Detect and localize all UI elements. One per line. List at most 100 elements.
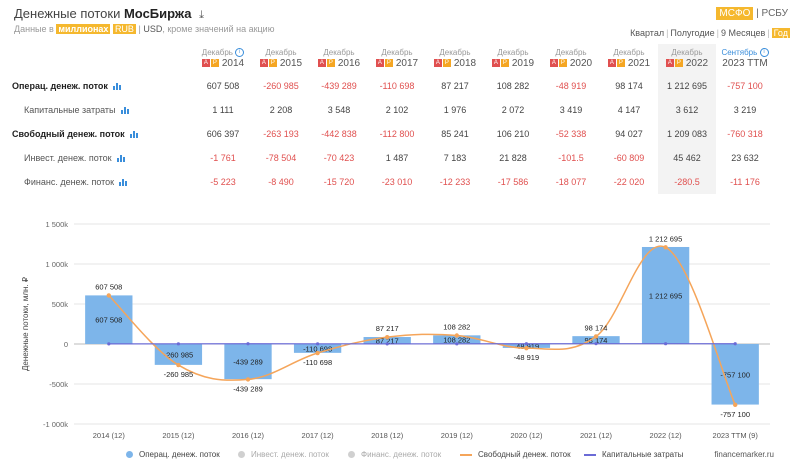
- legend-item[interactable]: Финанс. денеж. поток: [348, 450, 441, 459]
- bar-data-label: -757 100: [720, 370, 750, 379]
- currency-rub[interactable]: RUB: [112, 24, 136, 34]
- column-header[interactable]: Декабрь i A P 2014: [194, 44, 252, 74]
- column-header[interactable]: Декабрь A P 2021: [600, 44, 658, 74]
- x-tick-label: 2021 (12): [580, 431, 613, 440]
- fcf-point: [524, 345, 529, 351]
- currency-separator: |: [138, 24, 141, 34]
- presentation-icon[interactable]: P: [268, 59, 277, 68]
- legend-item[interactable]: Инвест. денеж. поток: [238, 450, 329, 459]
- report-icon[interactable]: A: [201, 59, 210, 68]
- x-tick-label: 2017 (12): [302, 431, 335, 440]
- period-separator: |: [716, 28, 719, 38]
- legend-item[interactable]: Капитальные затраты: [584, 450, 683, 459]
- presentation-icon[interactable]: P: [442, 59, 451, 68]
- legend-label: Свободный денеж. поток: [478, 450, 571, 459]
- column-header[interactable]: Декабрь A P 2019: [484, 44, 542, 74]
- row-label-text: Инвест. денеж. поток: [24, 153, 112, 163]
- fcf-data-label: 87 217: [376, 324, 399, 333]
- report-icon[interactable]: A: [549, 59, 558, 68]
- period-half-year[interactable]: Полугодие: [670, 28, 715, 38]
- legend-item[interactable]: Операц. денеж. поток: [126, 450, 220, 459]
- table-cell: 85 241: [441, 129, 469, 139]
- column-header[interactable]: Декабрь A P 2016: [310, 44, 368, 74]
- legend-label: Капитальные затраты: [602, 450, 684, 459]
- presentation-icon[interactable]: P: [210, 59, 219, 68]
- fcf-point: [663, 245, 668, 250]
- row-label[interactable]: Операц. денеж. поток: [12, 74, 194, 98]
- x-tick-label: 2019 (12): [441, 431, 474, 440]
- presentation-icon[interactable]: P: [500, 59, 509, 68]
- standard-switch: МСФО | РСБУ: [716, 7, 788, 20]
- report-icon[interactable]: A: [375, 59, 384, 68]
- bar-chart-icon[interactable]: [120, 107, 129, 115]
- table-cell: -280.5: [658, 170, 716, 194]
- column-header[interactable]: Декабрь A P 2017: [368, 44, 426, 74]
- table-cell: 1 209 083: [658, 122, 716, 146]
- unit-selector[interactable]: миллионах: [56, 24, 111, 34]
- report-icon[interactable]: A: [665, 59, 674, 68]
- table-cell: 108 282: [496, 81, 530, 91]
- brand-label: financemarker.ru: [714, 450, 774, 459]
- row-label-text: Капитальные затраты: [24, 105, 116, 115]
- column-header[interactable]: Декабрь A P 2018: [426, 44, 484, 74]
- fcf-data-label: -757 100: [720, 410, 750, 419]
- currency-usd[interactable]: USD: [143, 24, 163, 34]
- column-header[interactable]: Декабрь A P 2020: [542, 44, 600, 74]
- column-header[interactable]: Декабрь A P 2015: [252, 44, 310, 74]
- period-9-months[interactable]: 9 Месяцев: [720, 28, 766, 38]
- table-cell: 1 111: [212, 105, 234, 115]
- presentation-icon[interactable]: P: [384, 59, 393, 68]
- table-cell: 1 212 695: [658, 74, 716, 98]
- fcf-data-label: 98 174: [585, 323, 608, 332]
- report-icon[interactable]: A: [607, 59, 616, 68]
- capex-point: [107, 342, 111, 346]
- capex-point: [664, 342, 668, 346]
- bar-data-label: -439 289: [233, 358, 263, 367]
- capex-point: [455, 342, 459, 346]
- column-month: Декабрь: [555, 48, 587, 57]
- capex-point: [316, 342, 320, 346]
- y-tick-label: 0: [64, 340, 68, 349]
- bar-chart-icon[interactable]: [129, 131, 138, 139]
- column-header[interactable]: Декабрь A P 2022: [658, 44, 716, 74]
- bar-chart-icon[interactable]: [116, 155, 125, 163]
- table-cell: 606 397: [206, 129, 240, 139]
- report-icon[interactable]: A: [433, 59, 442, 68]
- column-year: 2015: [279, 58, 303, 69]
- x-tick-label: 2014 (12): [93, 431, 126, 440]
- table-header-row: Декабрь i A P 2014 Декабрь A P 2015 Декабрь A P 2…: [12, 44, 774, 74]
- report-icon[interactable]: A: [259, 59, 268, 68]
- row-label-text: Финанс. денеж. поток: [24, 177, 115, 187]
- table-cell: -11 176: [730, 177, 760, 187]
- bar-chart-icon[interactable]: [119, 179, 128, 187]
- row-label[interactable]: Капитальные затраты: [12, 98, 194, 122]
- presentation-icon[interactable]: P: [558, 59, 567, 68]
- y-tick-label: 1 000k: [45, 260, 68, 269]
- standard-ras[interactable]: РСБУ: [761, 8, 788, 19]
- standard-separator: |: [756, 8, 759, 19]
- presentation-icon[interactable]: P: [674, 59, 683, 68]
- column-header[interactable]: Сентябрь i 2023 TTM: [716, 44, 774, 74]
- bar-data-label: 87 217: [376, 337, 399, 346]
- legend-item[interactable]: Свободный денеж. поток: [460, 450, 571, 459]
- report-icon[interactable]: A: [317, 59, 326, 68]
- info-icon[interactable]: i: [759, 48, 769, 58]
- info-icon[interactable]: i: [235, 48, 245, 58]
- presentation-icon[interactable]: P: [326, 59, 335, 68]
- standard-ifrs[interactable]: МСФО: [716, 7, 754, 20]
- table-cell: -5 223: [210, 177, 236, 187]
- table-row: Свободный денеж. поток 606 397 -263 193 -44…: [12, 122, 774, 146]
- column-year: 2016: [337, 58, 361, 69]
- bar: [293, 344, 342, 353]
- row-label[interactable]: Инвест. денеж. поток: [12, 146, 194, 170]
- row-label[interactable]: Свободный денеж. поток: [12, 122, 194, 146]
- report-icon[interactable]: A: [491, 59, 500, 68]
- period-year[interactable]: Год: [771, 28, 790, 38]
- bar: [711, 344, 759, 405]
- table-cell: 1 976: [443, 105, 467, 115]
- period-quarter[interactable]: Квартал: [630, 28, 665, 38]
- bar-chart-icon[interactable]: [112, 83, 121, 91]
- download-icon[interactable]: ⤓: [199, 9, 205, 21]
- row-label[interactable]: Финанс. денеж. поток: [12, 170, 194, 194]
- presentation-icon[interactable]: P: [616, 59, 625, 68]
